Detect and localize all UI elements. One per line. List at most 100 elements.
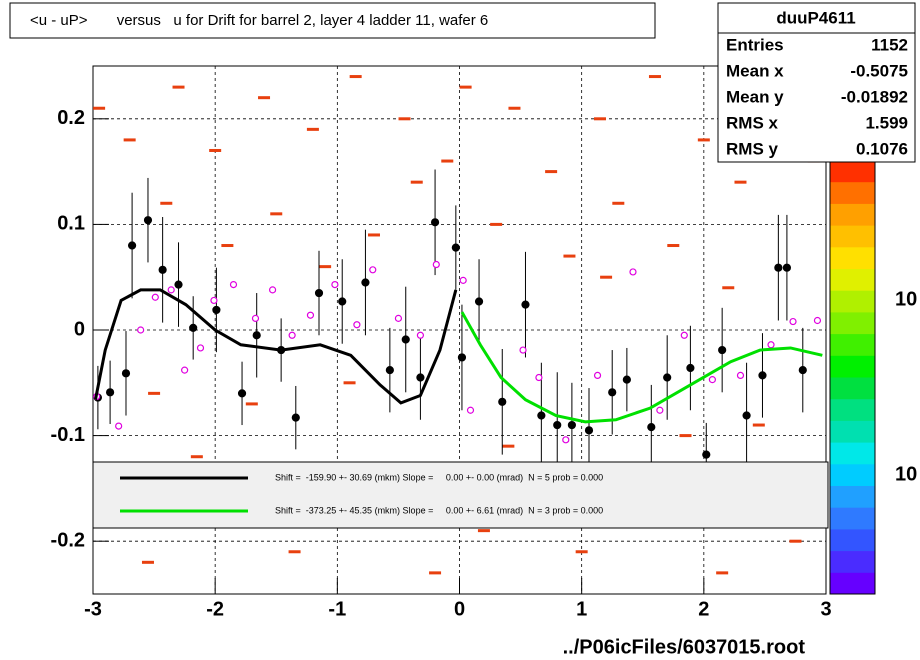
stats-value: 1152: [871, 35, 908, 54]
stats-label: Mean y: [726, 87, 784, 106]
stats-value: 1.599: [865, 113, 908, 132]
chart-title: <u - uP> versus u for Drift for barrel 2…: [30, 12, 488, 29]
histogram-cell: [575, 550, 588, 554]
histogram-cell: [209, 148, 222, 152]
y-tick-label: 0.1: [57, 213, 85, 235]
data-point: [361, 278, 370, 287]
histogram-cell: [716, 571, 729, 575]
histogram-cell: [789, 539, 802, 543]
open-point: [115, 422, 123, 430]
open-point: [466, 406, 475, 414]
data-point: [553, 420, 562, 430]
histogram-cell: [398, 117, 411, 121]
data-point: [237, 389, 247, 398]
histogram-cell: [141, 560, 154, 564]
histogram-cell: [270, 212, 283, 216]
palette-cell: [830, 485, 875, 508]
palette-cell: [830, 290, 875, 313]
x-tick-label: -1: [328, 598, 346, 620]
data-point: [385, 366, 394, 375]
palette-cell: [830, 160, 875, 183]
open-point: [353, 321, 361, 329]
data-point: [143, 216, 153, 225]
z-tick-label: 10: [895, 288, 917, 310]
data-point: [782, 263, 792, 272]
histogram-cell: [722, 286, 735, 290]
histogram-cell: [123, 138, 136, 142]
fit-curve: [93, 288, 458, 405]
open-point: [369, 266, 377, 274]
data-point: [798, 366, 807, 375]
legend-box: [92, 461, 829, 529]
y-tick-label: 0: [74, 318, 85, 340]
open-point: [789, 317, 797, 326]
palette-cell: [830, 507, 875, 530]
histogram-cell: [258, 96, 271, 100]
stats-title: duuP4611: [776, 8, 855, 27]
histogram-cell: [563, 254, 576, 258]
data-point: [189, 323, 198, 332]
stats-label: Mean x: [726, 61, 784, 80]
data-point: [252, 331, 261, 340]
data-point: [291, 413, 300, 422]
data-point: [451, 243, 460, 252]
x-tick-label: 0: [454, 598, 465, 620]
histogram-cell: [148, 391, 161, 395]
open-point: [562, 436, 570, 444]
palette-cell: [830, 442, 875, 465]
plot-area: [93, 66, 826, 594]
data-point: [121, 369, 131, 378]
open-point: [196, 344, 205, 352]
histogram-cell: [343, 381, 356, 385]
open-point: [306, 311, 315, 319]
data-point: [174, 280, 183, 289]
title-box: [9, 2, 656, 39]
data-point: [498, 397, 507, 406]
x-tick-label: 1: [576, 598, 587, 620]
open-point: [459, 276, 467, 284]
data-point: [702, 450, 711, 459]
open-point: [288, 331, 296, 339]
histogram-cell: [319, 265, 332, 269]
open-point: [331, 280, 339, 289]
stats-box: [717, 2, 916, 163]
open-point: [416, 331, 425, 339]
palette-cell: [830, 355, 875, 378]
open-point: [535, 373, 543, 382]
palette-cell: [830, 268, 875, 291]
palette-cell: [830, 333, 875, 356]
histogram-cell: [502, 444, 515, 448]
data-point: [158, 265, 167, 274]
data-point: [521, 300, 530, 309]
histogram-cell: [508, 106, 521, 110]
open-point: [708, 376, 716, 384]
legend-label: Shift = -159.90 +- 30.69 (mkm) Slope = 0…: [275, 472, 603, 482]
open-point: [593, 371, 602, 380]
histogram-cell: [752, 423, 765, 427]
histogram-cell: [367, 233, 380, 237]
histogram-cell: [441, 159, 454, 163]
data-point: [314, 288, 324, 298]
palette-cell: [830, 203, 875, 226]
data-point: [663, 373, 672, 382]
x-tick-label: 3: [820, 598, 831, 620]
open-point: [394, 314, 403, 322]
palette-cell: [830, 246, 875, 269]
open-point: [656, 406, 664, 414]
data-point: [106, 388, 115, 397]
data-point: [457, 353, 467, 362]
data-point: [718, 345, 727, 355]
y-tick-label: 0.2: [57, 107, 85, 129]
palette-cell: [830, 463, 875, 486]
data-point: [567, 420, 576, 430]
open-point: [432, 260, 440, 269]
histogram-cell: [477, 529, 490, 533]
data-point: [742, 411, 751, 420]
open-point: [251, 314, 260, 322]
stats-label: RMS x: [726, 113, 779, 132]
data-point: [430, 218, 440, 227]
histogram-cell: [245, 402, 258, 406]
histogram-cell: [172, 85, 185, 89]
histogram-cell: [190, 455, 203, 459]
